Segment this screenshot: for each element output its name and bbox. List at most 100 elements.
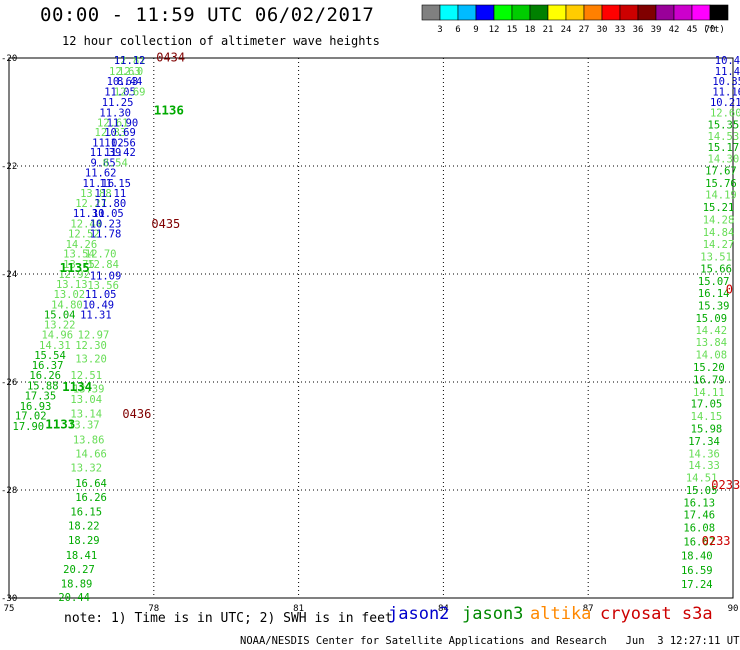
wave-height-value: 15.76 [705,178,737,190]
wave-height-value: 15.54 [34,350,66,362]
wave-height-value: 12.52 [68,229,100,241]
wave-height-value: 11.30 [99,108,131,120]
wave-height-value: 14.84 [703,227,735,239]
wave-height-value: 10.49 [82,299,114,311]
page-title: 00:00 - 11:59 UTC 06/02/2017 [40,4,375,26]
wave-height-value: 12.83 [95,127,127,139]
wave-height-value: 13.39 [73,384,105,396]
wave-height-value: 16.15 [70,507,102,519]
wave-height-value: 14.51 [686,473,718,485]
y-tick-label: -24 [1,270,17,280]
wave-height-value: 12.27 [75,198,107,210]
wave-height-value: 16.67 [683,536,715,548]
wave-height-value: 16.64 [75,478,107,490]
wave-height-value: 12.30 [75,340,107,352]
wave-height-value: 11.16 [82,178,114,190]
y-tick-label: -26 [1,378,17,388]
wave-height-value: 11.16 [712,87,740,99]
color-scale-label: 21 [543,25,554,35]
wave-height-value: 11.90 [107,117,139,129]
wave-height-value: 15.21 [703,202,735,214]
wave-height-value: 18.29 [68,535,100,547]
wave-height-value: 13.86 [73,434,105,446]
color-scale-label: 39 [651,25,662,35]
wave-height-value: 15.09 [695,313,727,325]
pass-time-label: 1135 [60,260,90,275]
wave-height-value: 12.44 [70,218,102,230]
wave-height-value: 11.80 [95,198,127,210]
wave-height-value: 14.53 [708,131,740,143]
x-tick-label: 78 [148,604,159,614]
pass-time-label: 0436 [122,407,151,421]
color-scale-label: 70 [705,25,716,35]
wave-height-value: 11.02 [92,137,124,149]
wave-height-value: 15.88 [27,380,59,392]
wave-height-value: 11.25 [102,97,134,109]
color-scale-label: 15 [507,25,518,35]
wave-height-value: 17.90 [13,421,45,433]
wave-height-value: 11.30 [73,208,105,220]
color-scale-label: 45 [687,25,698,35]
wave-height-value: 13.20 [75,353,107,365]
wave-height-value: 16.14 [698,288,730,300]
wave-height-value: 14.26 [66,239,98,251]
pass-time-label: 0 [726,283,733,297]
wave-height-value: 18.22 [68,521,100,533]
wave-height-value: 14.08 [695,350,727,362]
wave-height-value: 18.40 [681,550,713,562]
wave-height-value: 14.96 [41,330,73,342]
y-tick-label: -28 [1,486,17,496]
wave-height-value: 18.89 [61,579,93,591]
wave-height-value: 10.69 [104,127,136,139]
pass-time-label: 0434 [156,51,185,65]
wave-height-value: 13.22 [44,319,76,331]
color-scale-label: 12 [489,25,500,35]
color-scale-label: 42 [669,25,680,35]
legend-cryosat-s3a: cryosat s3a [600,604,713,624]
wave-height-value: 11.05 [104,87,136,99]
wave-height-value: 13.56 [87,280,119,292]
wave-height-value: 15.04 [44,310,76,322]
wave-height-value: 10.46 [715,55,740,67]
wave-height-value: 13.02 [54,289,86,301]
wave-height-value: 17.02 [15,411,47,423]
wave-height-value: 8.44 [117,76,142,88]
wave-height-value: 12.60 [710,108,740,120]
wave-height-value: 12.84 [87,259,119,271]
wave-height-value: 11.11 [95,188,127,200]
wave-height-value: 9.65 [90,157,115,169]
x-tick-label: 84 [438,604,449,614]
wave-height-value: 16.08 [683,522,715,534]
wave-height-value: 14.33 [688,460,720,472]
wave-height-value: 13.54 [63,249,95,261]
x-tick-label: 75 [4,604,15,614]
pass-time-label: 0435 [151,217,180,231]
wave-height-value: 14.30 [708,154,740,166]
wave-height-value: 14.11 [693,387,725,399]
wave-height-chart: 75 78 81 84 87 90 -20 -22 -24 -26 -28 -30 12.8111.12… [1,51,740,615]
wave-height-value: 15.05 [686,485,718,497]
wave-height-value: 14.15 [691,411,723,423]
wave-height-value: 10.21 [710,97,740,109]
wave-height-value: 13.14 [70,408,102,420]
color-scale-label: 30 [597,25,608,35]
wave-height-value: 11.05 [92,208,124,220]
wave-height-value: 13.75 [63,259,95,271]
wave-height-value: 13.84 [695,337,727,349]
wave-height-value: 14.66 [75,448,107,460]
wave-height-value: 15.66 [700,264,732,276]
color-scale-label: (ft) [703,25,725,35]
wave-height-value: 15.20 [693,362,725,374]
wave-height-value: 20.44 [58,592,90,604]
legend-jason2: jason2 [388,604,450,624]
wave-height-value: 14.80 [51,299,83,311]
x-tick-label: 87 [583,604,594,614]
color-scale-label: 3 [437,25,442,35]
color-scale-bar: 3 6 9 12 15 18 21 24 27 30 33 36 39 42 45 70(ft) [421,4,729,35]
wave-height-value: 12.70 [85,249,117,261]
wave-height-value: 16.13 [683,498,715,510]
wave-height-value: 11.39 [90,147,122,159]
y-tick-label: -30 [1,594,17,604]
wave-height-value: 11.05 [85,289,117,301]
color-scale-label: 33 [615,25,626,35]
